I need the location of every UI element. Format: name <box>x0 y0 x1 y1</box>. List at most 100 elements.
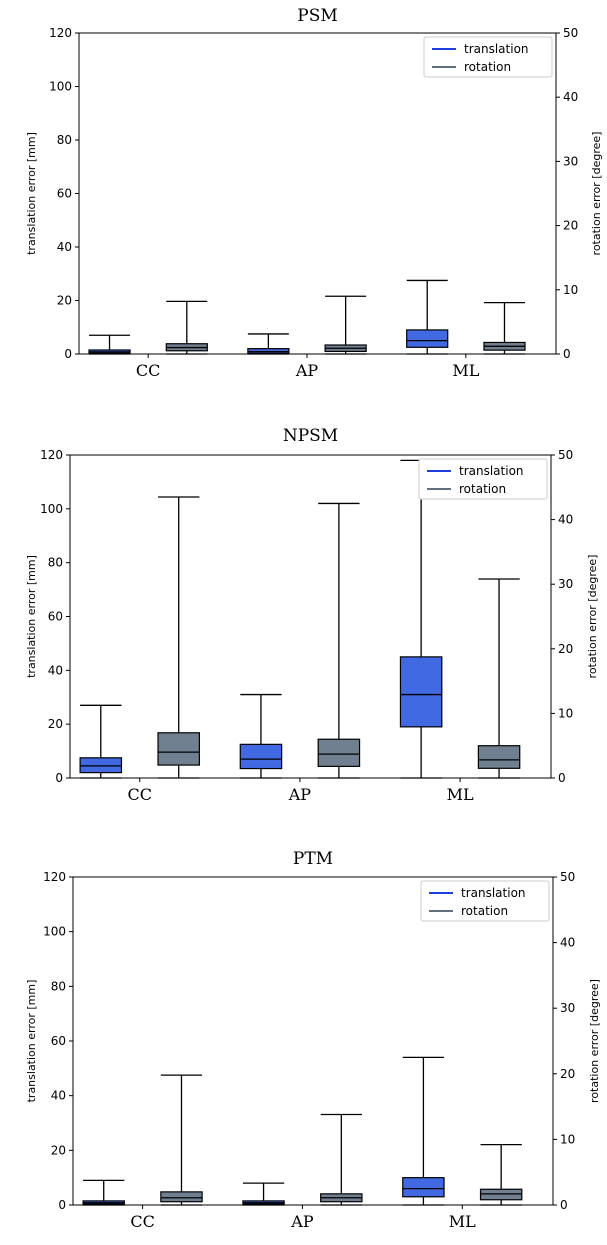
y-tick-label: 40 <box>57 240 72 254</box>
y-tick-label: 100 <box>40 502 63 516</box>
box-rotation-ml <box>479 1143 523 1206</box>
box-rotation-cc <box>157 496 200 779</box>
y-right-tick-label: 10 <box>558 706 573 720</box>
y-tick-label: 100 <box>43 925 66 939</box>
box-translation-ap <box>242 1182 285 1206</box>
x-tick-label: CC <box>128 785 152 804</box>
y-tick-label: 120 <box>43 870 66 884</box>
y-tick-label: 20 <box>51 1143 66 1157</box>
legend-label-rotation: rotation <box>464 60 511 74</box>
y-axis-label: translation error [mm] <box>25 132 38 255</box>
y-tick-label: 0 <box>64 347 72 361</box>
box-rotation-ap <box>324 295 367 355</box>
y-tick-label: 20 <box>48 717 63 731</box>
y-tick-label: 40 <box>51 1089 66 1103</box>
chart-title: PSM <box>297 6 338 26</box>
y-tick-label: 40 <box>48 663 63 677</box>
box-translation-cc <box>88 334 131 355</box>
y-tick-label: 60 <box>48 610 63 624</box>
y-right-tick-label: 10 <box>560 1132 575 1146</box>
box-rotation-ml <box>477 578 521 779</box>
box-iqr <box>157 732 200 766</box>
y-right-axis-label: rotation error [degree] <box>590 132 603 256</box>
y-right-tick-label: 20 <box>560 1067 575 1081</box>
box-iqr <box>79 757 123 774</box>
y-right-tick-label: 40 <box>560 936 575 950</box>
x-tick-label: ML <box>449 1212 476 1231</box>
chart-title: PTM <box>293 849 333 869</box>
y-right-tick-label: 20 <box>563 219 578 233</box>
box-rotation-cc <box>160 1074 203 1206</box>
y-right-tick-label: 50 <box>558 448 573 462</box>
box-translation-ap <box>247 333 290 355</box>
y-right-tick-label: 0 <box>560 1198 568 1212</box>
y-tick-label: 80 <box>48 556 63 570</box>
y-right-tick-label: 20 <box>558 642 573 656</box>
box-iqr <box>399 656 443 728</box>
y-tick-label: 120 <box>40 448 63 462</box>
box-translation-ml <box>399 459 443 779</box>
y-right-tick-label: 40 <box>558 513 573 527</box>
x-tick-label: ML <box>452 361 479 380</box>
y-tick-label: 120 <box>49 26 72 40</box>
plot-frame <box>72 876 554 1206</box>
box-iqr <box>406 329 449 348</box>
y-tick-label: 20 <box>57 294 72 308</box>
box-rotation-ml <box>483 301 526 355</box>
y-right-tick-label: 30 <box>563 154 578 168</box>
x-tick-label: AP <box>288 785 312 804</box>
box-translation-cc <box>82 1179 125 1206</box>
plot-frame <box>69 454 552 779</box>
box-iqr <box>477 745 521 769</box>
y-right-tick-label: 0 <box>558 771 566 785</box>
box-iqr <box>247 348 290 354</box>
box-iqr <box>479 1188 523 1201</box>
y-axis-label: translation error [mm] <box>25 555 38 678</box>
y-right-axis-label: rotation error [degree] <box>586 555 599 679</box>
box-translation-ml <box>406 279 449 355</box>
chart-title: NPSM <box>283 426 338 446</box>
chart-panel-npsm: NPSM 0 20 40 60 80 100 120 0 10 20 30 40 50 translatio… <box>25 426 599 804</box>
y-tick-label: 0 <box>55 771 63 785</box>
legend: translation rotation <box>418 458 548 500</box>
x-tick-label: AP <box>290 1212 314 1231</box>
y-tick-label: 0 <box>58 1198 66 1212</box>
y-axis-label: translation error [mm] <box>25 980 38 1103</box>
y-tick-label: 80 <box>51 979 66 993</box>
box-iqr <box>160 1191 203 1203</box>
box-iqr <box>317 738 361 767</box>
y-tick-label: 60 <box>51 1034 66 1048</box>
box-rotation-cc <box>165 300 208 355</box>
x-tick-label: CC <box>136 361 160 380</box>
legend-label-rotation: rotation <box>461 904 508 918</box>
box-translation-cc <box>79 704 123 779</box>
y-right-tick-label: 50 <box>563 26 578 40</box>
legend-label-translation: translation <box>461 886 526 900</box>
box-iqr <box>239 743 283 770</box>
box-iqr <box>402 1177 445 1198</box>
y-right-tick-label: 30 <box>560 1001 575 1015</box>
y-tick-label: 100 <box>49 80 72 94</box>
legend: translation rotation <box>420 880 550 922</box>
x-tick-label: CC <box>130 1212 154 1231</box>
y-right-tick-label: 40 <box>563 90 578 104</box>
y-right-tick-label: 50 <box>560 870 575 884</box>
box-translation-ml <box>402 1056 445 1206</box>
legend-label-translation: translation <box>464 42 529 56</box>
y-tick-label: 60 <box>57 187 72 201</box>
legend-label-translation: translation <box>459 464 524 478</box>
x-tick-label: ML <box>447 785 474 804</box>
chart-panel-psm: PSM 0 20 40 60 80 100 120 0 10 20 30 40 50 translation… <box>25 6 603 380</box>
plot-frame <box>78 32 557 355</box>
box-translation-ap <box>239 693 283 779</box>
box-rotation-ap <box>320 1113 363 1206</box>
chart-panel-ptm: PTM 0 20 40 60 80 100 120 0 10 20 30 40 50 translation… <box>25 849 601 1231</box>
y-right-tick-label: 0 <box>563 347 571 361</box>
y-tick-label: 80 <box>57 133 72 147</box>
y-right-axis-label: rotation error [degree] <box>588 979 601 1103</box>
box-rotation-ap <box>317 502 361 779</box>
legend: translation rotation <box>423 36 553 78</box>
y-right-tick-label: 30 <box>558 577 573 591</box>
